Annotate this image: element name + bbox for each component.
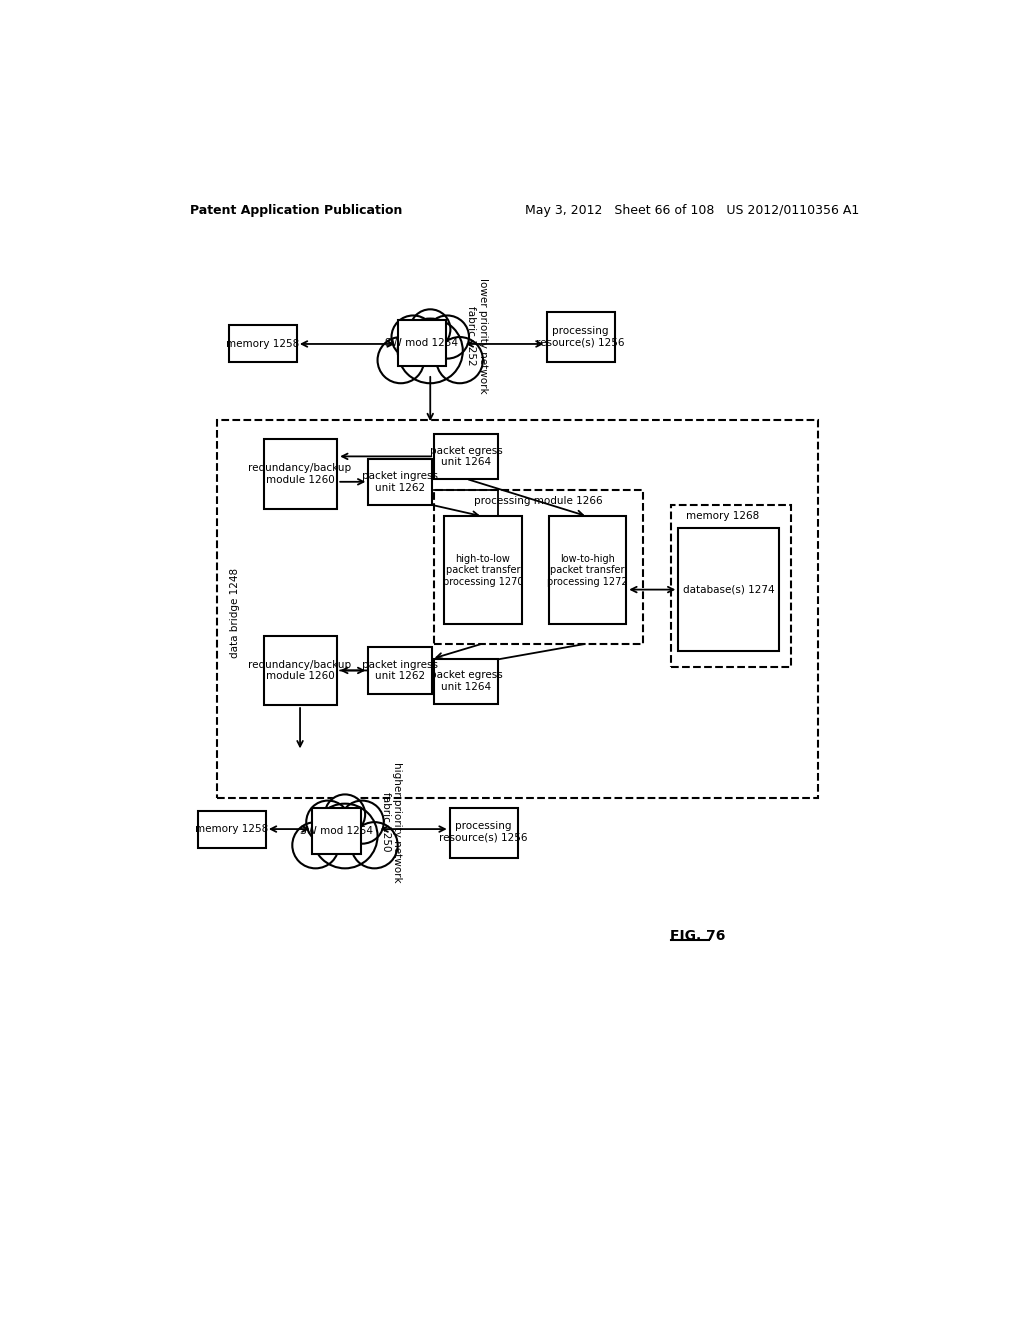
Text: SW mod 1254: SW mod 1254 <box>385 338 458 348</box>
Text: packet egress
unit 1264: packet egress unit 1264 <box>429 671 503 692</box>
Text: packet ingress
unit 1262: packet ingress unit 1262 <box>362 660 438 681</box>
FancyBboxPatch shape <box>549 516 627 624</box>
Circle shape <box>378 337 424 383</box>
Text: low-to-high
packet transfer
processing 1272: low-to-high packet transfer processing 1… <box>547 554 628 587</box>
Text: FIG. 76: FIG. 76 <box>671 929 726 942</box>
Text: memory 1268: memory 1268 <box>686 511 759 521</box>
Text: SW mod 1254: SW mod 1254 <box>300 825 373 836</box>
Circle shape <box>436 337 483 383</box>
Text: May 3, 2012   Sheet 66 of 108   US 2012/0110356 A1: May 3, 2012 Sheet 66 of 108 US 2012/0110… <box>525 205 859 218</box>
Text: processing
resource(s) 1256: processing resource(s) 1256 <box>439 821 528 843</box>
FancyBboxPatch shape <box>198 810 266 847</box>
FancyBboxPatch shape <box>397 321 445 367</box>
Text: packet ingress
unit 1262: packet ingress unit 1262 <box>362 471 438 492</box>
Circle shape <box>340 800 384 843</box>
FancyBboxPatch shape <box>369 647 432 693</box>
Text: lower priority network
fabric 1252: lower priority network fabric 1252 <box>466 277 487 393</box>
Text: higher priority network
fabric 1250: higher priority network fabric 1250 <box>381 762 402 883</box>
FancyBboxPatch shape <box>263 440 337 508</box>
Circle shape <box>410 309 451 350</box>
Text: high-to-low
packet transfer
processing 1270: high-to-low packet transfer processing 1… <box>442 554 523 587</box>
FancyBboxPatch shape <box>434 434 498 479</box>
Text: memory 1258: memory 1258 <box>196 824 268 834</box>
FancyBboxPatch shape <box>671 506 791 667</box>
Circle shape <box>351 822 397 869</box>
FancyBboxPatch shape <box>434 490 643 644</box>
Circle shape <box>312 804 378 869</box>
Text: memory 1258: memory 1258 <box>226 339 299 348</box>
Text: processing
resource(s) 1256: processing resource(s) 1256 <box>537 326 625 348</box>
FancyBboxPatch shape <box>312 808 360 854</box>
FancyBboxPatch shape <box>369 459 432 506</box>
FancyBboxPatch shape <box>444 516 521 624</box>
Circle shape <box>306 800 349 843</box>
Text: redundancy/backup
module 1260: redundancy/backup module 1260 <box>249 660 351 681</box>
Circle shape <box>391 315 435 359</box>
Circle shape <box>397 318 463 383</box>
FancyBboxPatch shape <box>678 528 779 651</box>
FancyBboxPatch shape <box>263 636 337 705</box>
Text: packet egress
unit 1264: packet egress unit 1264 <box>429 446 503 467</box>
Text: processing module 1266: processing module 1266 <box>474 496 603 506</box>
FancyBboxPatch shape <box>228 326 297 363</box>
FancyBboxPatch shape <box>217 420 818 797</box>
Circle shape <box>292 822 339 869</box>
Text: data bridge 1248: data bridge 1248 <box>230 568 240 657</box>
Text: redundancy/backup
module 1260: redundancy/backup module 1260 <box>249 463 351 484</box>
Text: database(s) 1274: database(s) 1274 <box>683 585 774 594</box>
FancyBboxPatch shape <box>450 808 518 858</box>
Circle shape <box>325 795 366 834</box>
FancyBboxPatch shape <box>434 659 498 704</box>
Circle shape <box>426 315 469 359</box>
FancyBboxPatch shape <box>547 313 614 363</box>
Text: Patent Application Publication: Patent Application Publication <box>190 205 402 218</box>
